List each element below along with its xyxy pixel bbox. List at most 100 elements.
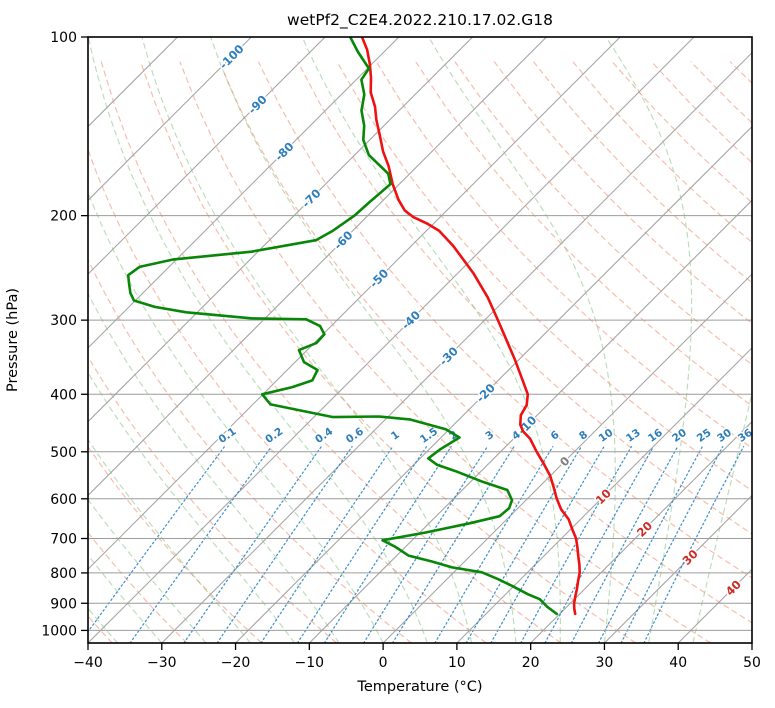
- mixing-ratio-label: 10: [597, 427, 616, 445]
- mixing-ratio-label: 16: [646, 427, 665, 445]
- moist-adiabat-line: [88, 371, 296, 643]
- dry-adiabat-line: [690, 61, 752, 124]
- isotherm-line: [88, 37, 695, 643]
- y-tick-label: 800: [50, 566, 77, 582]
- isotherm-line: [161, 51, 752, 643]
- moist-adiabat-line: [88, 438, 251, 643]
- mixing-ratio-line: [620, 445, 724, 643]
- dry-adiabat-line: [218, 61, 752, 624]
- y-tick-label: 600: [50, 492, 77, 508]
- x-axis-label: Temperature (°C): [356, 679, 482, 695]
- mixing-ratio-label: 0.4: [313, 425, 335, 446]
- mixing-ratio-label: 20: [670, 427, 689, 445]
- isotherm-line: [88, 37, 621, 571]
- dry-adiabat-line: [454, 61, 752, 366]
- y-tick-label: 200: [50, 209, 77, 225]
- isotherm-line: [456, 347, 752, 643]
- dry-adiabat-line: [88, 445, 263, 643]
- y-tick-label: 400: [50, 387, 77, 403]
- mixing-ratio-line: [363, 445, 489, 643]
- moist-adiabat-line: [428, 37, 616, 643]
- temperature-curve: [360, 37, 581, 616]
- x-tick-label: 0: [379, 655, 388, 671]
- isotherm-line: [604, 494, 752, 643]
- dry-adiabat-line: [493, 61, 752, 325]
- mixing-ratio-line: [465, 445, 582, 643]
- y-axis-label: Pressure (hPa): [5, 288, 21, 392]
- y-tick-label: 500: [50, 445, 77, 461]
- x-tick-label: 30: [596, 655, 614, 671]
- dry-adiabat-line: [88, 531, 188, 643]
- dry-adiabat-line: [415, 61, 752, 407]
- chart-title: wetPf2_C2E4.2022.210.17.02.G18: [287, 11, 553, 30]
- mixing-ratio-label: 3: [483, 429, 496, 443]
- y-tick-label: 1000: [41, 623, 77, 639]
- moist-adiabat-line: [605, 37, 693, 643]
- mixing-ratio-line: [129, 445, 273, 643]
- moist-adiabat-line: [301, 37, 561, 643]
- dry-adiabat-line: [139, 61, 637, 643]
- mixing-ratio-line: [88, 445, 226, 633]
- moist-adiabat-line: [88, 292, 340, 643]
- dry-adiabat-line: [769, 62, 775, 643]
- mixing-ratio-line: [323, 445, 452, 643]
- plot-border: [87, 36, 753, 644]
- isotherm-line: [88, 37, 547, 497]
- mixing-ratio-label: 8: [577, 429, 590, 443]
- isotherm-line: [88, 37, 252, 202]
- isotherm-line: [530, 420, 752, 643]
- mixing-ratio-label: 6: [549, 429, 562, 443]
- mixing-ratio-label: 1.5: [418, 425, 440, 446]
- mixing-ratio-line: [260, 445, 394, 643]
- moist-adiabat-line: [88, 37, 428, 643]
- plot-area: -100-90-80-70-60-50-40-30-20-10010203040…: [88, 37, 775, 643]
- dry-adiabat-line: [336, 61, 752, 492]
- moist-adiabat-line: [692, 390, 752, 643]
- y-tick-label: 900: [50, 596, 77, 612]
- y-tick-label: 100: [50, 30, 77, 46]
- mixing-ratio-line: [183, 445, 322, 643]
- mixing-ratio-line: [490, 445, 605, 643]
- x-tick-label: 10: [448, 655, 466, 671]
- mixing-ratio-line: [643, 445, 745, 643]
- mixing-ratio-label: 0.1: [217, 425, 239, 446]
- moist-adiabat-line: [88, 554, 163, 643]
- mixing-ratio-line: [296, 445, 428, 643]
- moist-adiabat-line: [141, 37, 473, 643]
- dry-adiabat-line: [533, 61, 752, 284]
- mixing-ratio-label: 0.2: [263, 425, 285, 446]
- mixing-ratio-line: [391, 445, 515, 643]
- x-tick-label: −20: [221, 655, 251, 671]
- isotherm-line: [308, 199, 752, 643]
- dry-adiabat-line: [257, 61, 752, 579]
- mixing-ratio-line: [544, 445, 655, 643]
- x-tick-label: −10: [295, 655, 325, 671]
- isotherm-line: [382, 273, 752, 643]
- mixing-ratio-label: 25: [695, 427, 714, 445]
- x-tick-label: 40: [669, 655, 687, 671]
- mixing-ratio-line: [216, 445, 353, 643]
- x-tick-label: −40: [73, 655, 103, 671]
- isotherm-line: [88, 37, 326, 275]
- isotherm-line: [88, 37, 400, 349]
- x-tick-label: −30: [147, 655, 177, 671]
- isotherm-line: [88, 37, 474, 423]
- mixing-ratio-label: 13: [624, 427, 643, 445]
- mixing-ratio-line: [570, 445, 679, 643]
- mixing-ratio-line: [434, 445, 554, 643]
- dry-adiabat-line: [375, 61, 752, 449]
- isotherm-line: [751, 642, 752, 643]
- moist-adiabat-line: [210, 37, 517, 643]
- dewpoint-curve: [126, 37, 559, 616]
- isotherm-line: [235, 125, 752, 643]
- dry-adiabat-line: [88, 147, 487, 643]
- mixing-ratio-line: [597, 445, 703, 643]
- x-tick-label: 20: [522, 655, 540, 671]
- mixing-ratio-line: [520, 445, 633, 643]
- y-tick-label: 300: [50, 313, 77, 329]
- y-tick-label: 700: [50, 532, 77, 548]
- x-tick-label: 50: [743, 655, 761, 671]
- mixing-ratio-label: 1: [389, 429, 402, 443]
